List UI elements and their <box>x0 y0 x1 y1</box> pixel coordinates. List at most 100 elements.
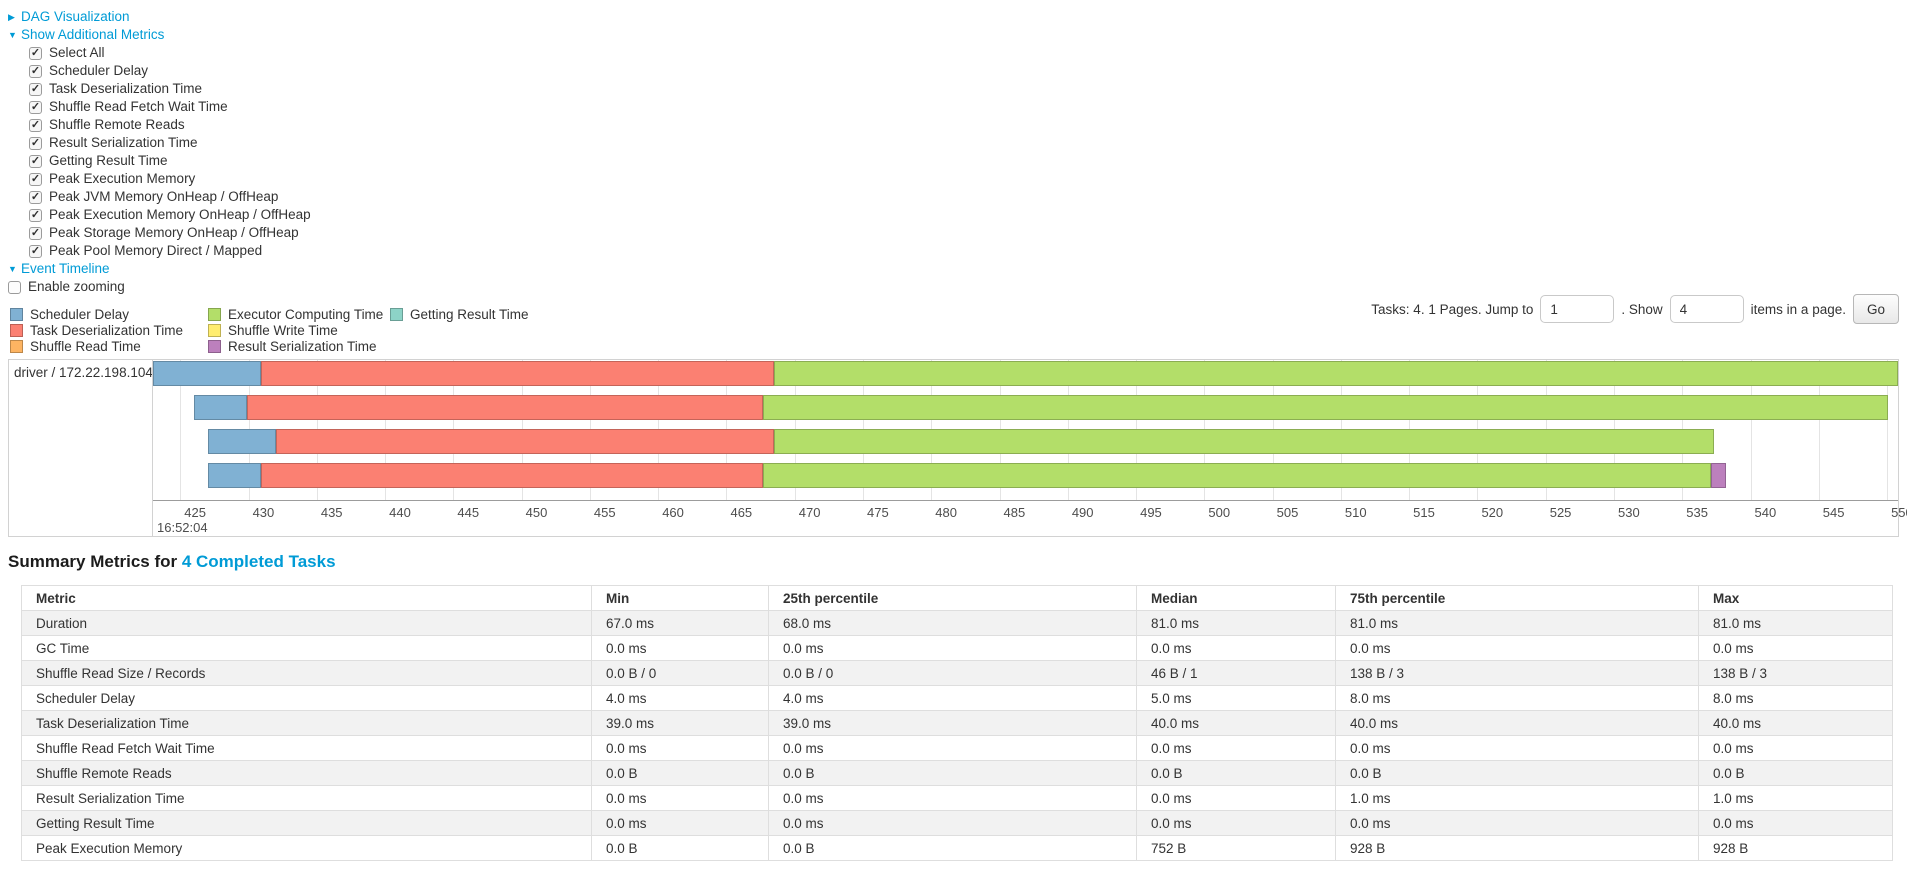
metric-value-cell: 0.0 ms <box>1136 735 1336 761</box>
legend-swatch <box>208 339 221 353</box>
metric-checkbox[interactable]: ✓ <box>29 136 42 150</box>
task-segment-scheduler-delay[interactable] <box>193 395 248 420</box>
metric-value-cell: 0.0 B <box>591 835 769 861</box>
event-timeline-toggle[interactable]: ▼ Event Timeline <box>8 260 1899 278</box>
jump-to-page-input[interactable] <box>1540 295 1615 323</box>
task-timeline-bar <box>153 429 1898 454</box>
metric-checkbox-item[interactable]: ✓ Shuffle Remote Reads <box>29 116 1899 134</box>
metric-checkbox[interactable]: ✓ <box>29 64 42 78</box>
metric-value-cell: 0.0 ms <box>1698 735 1893 761</box>
completed-tasks-link[interactable]: 4 Completed Tasks <box>181 552 336 571</box>
event-timeline-link[interactable]: Event Timeline <box>21 261 110 276</box>
metric-checkbox-item[interactable]: ✓ Peak Execution Memory OnHeap / OffHeap <box>29 206 1899 224</box>
metric-checkbox-item[interactable]: ✓ Peak Pool Memory Direct / Mapped <box>29 242 1899 260</box>
go-button[interactable]: Go <box>1852 294 1899 324</box>
metric-checkbox-item[interactable]: ✓ Scheduler Delay <box>29 62 1899 80</box>
legend-label: Scheduler Delay <box>30 306 130 322</box>
legend-item: Getting Result Time <box>390 306 529 322</box>
task-segment-scheduler-delay[interactable] <box>153 361 261 386</box>
dag-visualization-link[interactable]: DAG Visualization <box>21 9 130 24</box>
metric-value-cell: 0.0 ms <box>1136 810 1336 836</box>
metric-checkbox-item[interactable]: ✓ Task Deserialization Time <box>29 80 1899 98</box>
metric-value-cell: 138 B / 3 <box>1335 660 1699 686</box>
task-segment-executor-computing-time[interactable] <box>774 429 1714 454</box>
metric-checkbox-item[interactable]: ✓ Peak JVM Memory OnHeap / OffHeap <box>29 188 1899 206</box>
metric-checkbox-item[interactable]: ✓ Shuffle Read Fetch Wait Time <box>29 98 1899 116</box>
metric-checkbox-item[interactable]: ✓ Getting Result Time <box>29 152 1899 170</box>
metric-value-cell: 928 B <box>1335 835 1699 861</box>
show-additional-metrics-link[interactable]: Show Additional Metrics <box>21 27 165 42</box>
metric-name-cell: Task Deserialization Time <box>21 710 592 736</box>
metric-name-cell: Peak Execution Memory <box>21 835 592 861</box>
axis-tick-label: 460 <box>662 505 684 520</box>
table-row: GC Time 0.0 ms 0.0 ms 0.0 ms 0.0 ms 0.0 ms <box>21 635 1893 661</box>
metric-value-cell: 0.0 B <box>768 760 1137 786</box>
metric-value-cell: 0.0 ms <box>1335 735 1699 761</box>
axis-tick-label: 535 <box>1686 505 1708 520</box>
task-segment-executor-computing-time[interactable] <box>774 361 1898 386</box>
metric-checkbox[interactable]: ✓ <box>29 154 42 168</box>
metric-checkbox[interactable]: ✓ <box>29 190 42 204</box>
pagination-suffix-text: items in a page. <box>1750 301 1846 317</box>
expanded-arrow-icon: ▼ <box>8 264 17 274</box>
metric-checkbox-item[interactable]: ✓ Peak Storage Memory OnHeap / OffHeap <box>29 224 1899 242</box>
task-segment-task-deserialization-time[interactable] <box>247 395 764 420</box>
axis-tick-label: 450 <box>525 505 548 520</box>
metric-checkbox[interactable]: ✓ <box>29 208 42 222</box>
axis-tick-label: 510 <box>1344 505 1367 520</box>
metric-checkbox[interactable]: ✓ <box>29 226 42 240</box>
table-row: Shuffle Read Size / Records 0.0 B / 0 0.0 … <box>21 660 1893 686</box>
metric-value-cell: 8.0 ms <box>1698 685 1893 711</box>
metric-value-cell: 40.0 ms <box>1136 710 1336 736</box>
metric-checkbox[interactable]: ✓ <box>29 46 42 60</box>
table-header-cell: Max <box>1698 585 1893 611</box>
enable-zooming-checkbox[interactable] <box>8 280 21 294</box>
legend-label: Shuffle Read Time <box>30 338 141 354</box>
show-additional-metrics-toggle[interactable]: ▼ Show Additional Metrics <box>8 26 1899 44</box>
task-segment-result-serialization-time[interactable] <box>1710 463 1726 488</box>
task-segment-task-deserialization-time[interactable] <box>260 361 775 386</box>
metric-checkbox[interactable]: ✓ <box>29 118 42 132</box>
metric-checkbox-label: Peak Pool Memory Direct / Mapped <box>49 243 263 258</box>
axis-tick-label: 545 <box>1822 505 1845 520</box>
legend-item: Shuffle Write Time <box>208 322 390 338</box>
metric-checkbox[interactable]: ✓ <box>29 244 42 258</box>
task-segment-executor-computing-time[interactable] <box>763 463 1711 488</box>
items-per-page-input[interactable] <box>1669 295 1744 323</box>
axis-tick-label: 475 <box>867 505 889 520</box>
metric-checkbox-label: Peak Execution Memory <box>49 171 196 186</box>
legend-swatch <box>208 323 221 337</box>
metric-value-cell: 1.0 ms <box>1698 785 1893 811</box>
metric-checkbox[interactable]: ✓ <box>29 172 42 186</box>
metric-checkbox[interactable]: ✓ <box>29 100 42 114</box>
metric-checkbox-item[interactable]: ✓ Result Serialization Time <box>29 134 1899 152</box>
metric-name-cell: Scheduler Delay <box>21 685 592 711</box>
axis-tick-label: 435 <box>320 505 343 520</box>
task-segment-task-deserialization-time[interactable] <box>260 463 764 488</box>
metric-checkbox-label: Getting Result Time <box>49 153 168 168</box>
task-segment-scheduler-delay[interactable] <box>207 429 276 454</box>
task-segment-task-deserialization-time[interactable] <box>275 429 775 454</box>
metric-value-cell: 0.0 ms <box>1136 635 1336 661</box>
metric-value-cell: 0.0 ms <box>768 785 1137 811</box>
task-segment-executor-computing-time[interactable] <box>763 395 1889 420</box>
metric-checkbox[interactable]: ✓ <box>29 82 42 96</box>
task-segment-scheduler-delay[interactable] <box>207 463 261 488</box>
metric-value-cell: 40.0 ms <box>1335 710 1699 736</box>
metric-checkbox-item[interactable]: ✓ Select All <box>29 44 1899 62</box>
legend-swatch <box>390 307 403 321</box>
metric-value-cell: 5.0 ms <box>1136 685 1336 711</box>
metric-checkbox-item[interactable]: ✓ Peak Execution Memory <box>29 170 1899 188</box>
metric-name-cell: Duration <box>21 610 592 636</box>
metric-value-cell: 0.0 ms <box>1335 810 1699 836</box>
dag-visualization-toggle[interactable]: ▶ DAG Visualization <box>8 8 1899 26</box>
axis-tick-label: 505 <box>1276 505 1299 520</box>
metric-name-cell: Shuffle Remote Reads <box>21 760 592 786</box>
metric-value-cell: 0.0 B <box>768 835 1137 861</box>
metric-value-cell: 752 B <box>1136 835 1336 861</box>
enable-zooming-label: Enable zooming <box>28 279 125 294</box>
summary-metrics-table: Metric Min 25th percentile Median 75th perce… <box>21 585 1893 861</box>
metric-value-cell: 0.0 ms <box>768 810 1137 836</box>
metric-value-cell: 39.0 ms <box>768 710 1137 736</box>
metric-value-cell: 0.0 ms <box>1698 810 1893 836</box>
